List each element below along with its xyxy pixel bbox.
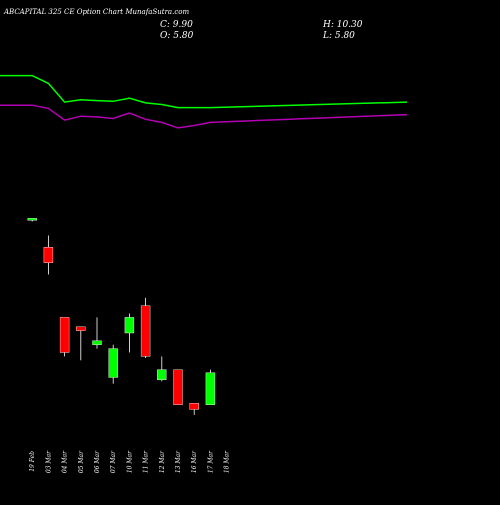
x-tick-label: 13 Mar xyxy=(175,450,182,473)
candle-body-up xyxy=(124,317,135,334)
candle xyxy=(76,326,86,361)
x-tick-label: 10 Mar xyxy=(126,450,133,473)
x-axis-labels: 19 Feb 03 Mar 04 Mar 05 Mar 06 Mar 07 Mar 10 M… xyxy=(29,450,230,473)
x-tick-label: 19 Feb xyxy=(29,451,36,472)
candle xyxy=(59,317,70,357)
x-tick-label: 04 Mar xyxy=(62,450,69,473)
candle xyxy=(205,369,216,405)
candle-body-up xyxy=(27,218,37,221)
candle xyxy=(124,313,135,353)
open-value: O: 5.80 xyxy=(160,31,194,41)
candle-body-down xyxy=(189,403,199,410)
x-tick-label: 12 Mar xyxy=(159,450,166,473)
high-value: H: 10.30 xyxy=(322,20,363,30)
candle-body-down xyxy=(76,326,86,331)
candle xyxy=(43,235,54,275)
candle xyxy=(108,344,118,384)
x-tick-label: 03 Mar xyxy=(45,450,52,473)
x-tick-label: 05 Mar xyxy=(78,450,85,473)
candle xyxy=(173,369,183,405)
candle xyxy=(140,297,151,358)
x-tick-label: 11 Mar xyxy=(143,450,150,473)
candle xyxy=(27,218,37,222)
candle-body-down xyxy=(173,369,183,405)
indicator-lines xyxy=(0,74,408,129)
candle-body-down xyxy=(140,305,151,357)
chart-title: ABCAPITAL 325 CE Option Chart MunafaSutr… xyxy=(3,8,189,16)
candle xyxy=(157,356,167,382)
x-tick-label: 16 Mar xyxy=(191,450,198,473)
candlesticks xyxy=(27,218,216,415)
x-tick-label: 17 Mar xyxy=(207,450,214,473)
candle xyxy=(92,317,102,349)
candle-body-up xyxy=(205,372,216,405)
candle-body-up xyxy=(92,340,102,345)
x-tick-label: 18 Mar xyxy=(224,450,231,473)
candle xyxy=(189,403,199,415)
candle-body-down xyxy=(59,317,70,353)
close-value: C: 9.90 xyxy=(160,20,193,30)
candle-body-down xyxy=(43,246,54,263)
x-tick-label: 07 Mar xyxy=(110,450,117,473)
low-value: L: 5.80 xyxy=(322,31,355,41)
x-tick-label: 06 Mar xyxy=(94,450,101,473)
ema-line-magenta xyxy=(0,104,408,129)
candle-body-up xyxy=(108,348,118,378)
candle-body-up xyxy=(157,369,167,381)
ema-line-green xyxy=(0,74,408,109)
